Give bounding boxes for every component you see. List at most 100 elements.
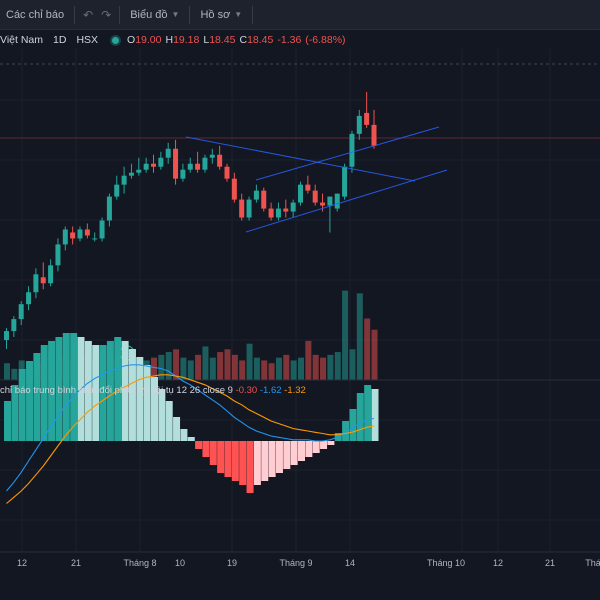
macd-histogram-bar	[356, 393, 364, 441]
candle-body	[334, 193, 340, 209]
volume-bar	[187, 360, 194, 380]
volume-bar	[246, 343, 253, 380]
candle-body	[70, 232, 76, 239]
upper-trendline[interactable]	[185, 136, 416, 182]
chart-type-dropdown[interactable]: Biểu đồ ▼	[124, 0, 185, 30]
candle-body	[246, 199, 252, 218]
candle-body	[275, 208, 281, 218]
macd-histogram-value: -0.30	[235, 385, 258, 396]
volume-bar	[334, 352, 341, 380]
macd-histogram-bar	[143, 365, 151, 441]
low-label: L	[203, 34, 210, 46]
candle-body	[143, 163, 149, 170]
chevron-down-icon: ▼	[171, 10, 180, 19]
candle-body	[349, 133, 355, 167]
volume-bar	[364, 318, 371, 380]
macd-value: -1.62	[259, 385, 282, 396]
top-toolbar: Các chỉ báo ↶ ↷ Biểu đồ ▼ Hồ sơ ▼	[0, 0, 600, 30]
symbol-legend: Việt Nam 1D HSX O 19.00 H 19.18 L 18.45 C 18…	[0, 33, 350, 47]
volume-bar	[275, 357, 282, 380]
macd-histogram-bar	[268, 441, 276, 477]
indicators-label: Các chỉ báo	[6, 8, 65, 21]
candle-body	[77, 229, 83, 239]
macd-histogram-bar	[253, 441, 261, 485]
volume-bar	[312, 354, 319, 380]
time-axis-label: Tháng	[585, 558, 600, 568]
volume-bar	[327, 354, 334, 380]
time-axis-label: Tháng 8	[123, 558, 156, 568]
exchange-label[interactable]: HSX	[76, 34, 99, 46]
signal-value: -1.32	[284, 385, 306, 396]
candle-body	[342, 166, 348, 197]
close-value: 18.45	[247, 34, 274, 46]
macd-title[interactable]: chỉ báo trung bình biến đổi phân kỳ hội …	[0, 385, 233, 396]
time-axis-label: 10	[175, 558, 185, 568]
candle-body	[99, 220, 105, 239]
candle-body	[121, 175, 127, 185]
volume-bar	[11, 368, 18, 380]
candle-body	[253, 190, 259, 200]
candle-body	[305, 184, 311, 191]
macd-histogram-bar	[298, 441, 305, 461]
macd-histogram-bar	[70, 333, 78, 441]
chevron-down-icon: ▼	[234, 10, 243, 19]
candle-body	[106, 196, 112, 221]
macd-histogram-bar	[202, 441, 210, 457]
macd-histogram-bar	[99, 345, 107, 441]
volume-bar	[231, 354, 238, 380]
macd-histogram-bar	[371, 389, 379, 441]
macd-histogram-bar	[246, 441, 254, 493]
volume-bar	[209, 357, 216, 380]
macd-histogram-bar	[11, 385, 19, 441]
macd-histogram-bar	[349, 409, 357, 441]
chart-grid	[0, 48, 600, 552]
exchange-name[interactable]: Việt Nam	[0, 34, 43, 46]
breakout-trendline[interactable]	[255, 126, 440, 181]
macd-legend: chỉ báo trung bình biến đổi phân kỳ hội …	[0, 385, 306, 396]
candle-body	[283, 208, 289, 212]
interval-label[interactable]: 1D	[53, 34, 67, 46]
macd-histogram-bar	[320, 441, 328, 449]
low-value: 18.45	[209, 34, 236, 46]
macd-histogram-bar	[305, 441, 313, 457]
volume-bar	[283, 354, 290, 380]
candle-body	[261, 190, 267, 209]
market-status-icon[interactable]	[112, 36, 120, 44]
macd-histogram-bar	[327, 441, 335, 445]
macd-histogram-bar	[173, 417, 181, 441]
profile-dropdown[interactable]: Hồ sơ ▼	[194, 0, 248, 30]
volume-bar	[173, 349, 180, 380]
macd-histogram-bar	[180, 429, 188, 441]
volume-bar	[180, 357, 187, 380]
candle-body	[312, 190, 318, 203]
candle-body	[11, 319, 17, 332]
macd-histogram-bar	[312, 441, 320, 453]
candle-body	[364, 112, 370, 125]
open-label: O	[127, 34, 136, 46]
toolbar-divider	[74, 5, 76, 24]
candle-body	[4, 331, 9, 341]
change-value: -1.36	[277, 34, 302, 46]
macd-histogram-bar	[40, 345, 48, 441]
macd-histogram-bar	[128, 349, 136, 441]
candle-body	[290, 202, 296, 212]
volume-bar	[158, 354, 165, 380]
undo-button[interactable]: ↶	[79, 0, 97, 30]
macd-histogram-bar	[26, 361, 34, 441]
macd-histogram-bar	[364, 385, 372, 441]
redo-button[interactable]: ↷	[97, 0, 115, 30]
macd-histogram-bar	[33, 353, 41, 441]
volume-bar	[4, 363, 10, 380]
macd-histogram-bar	[136, 357, 144, 441]
close-label: C	[239, 34, 248, 46]
time-axis-label: 14	[345, 558, 355, 568]
volume-bar	[202, 346, 209, 380]
volume-bar	[253, 357, 260, 380]
volume-bar	[239, 360, 246, 380]
lower-trendline[interactable]	[245, 169, 448, 233]
indicators-button[interactable]: Các chỉ báo	[0, 0, 70, 30]
candle-body	[84, 229, 90, 236]
toolbar-divider	[252, 5, 254, 24]
undo-icon: ↶	[83, 7, 94, 22]
